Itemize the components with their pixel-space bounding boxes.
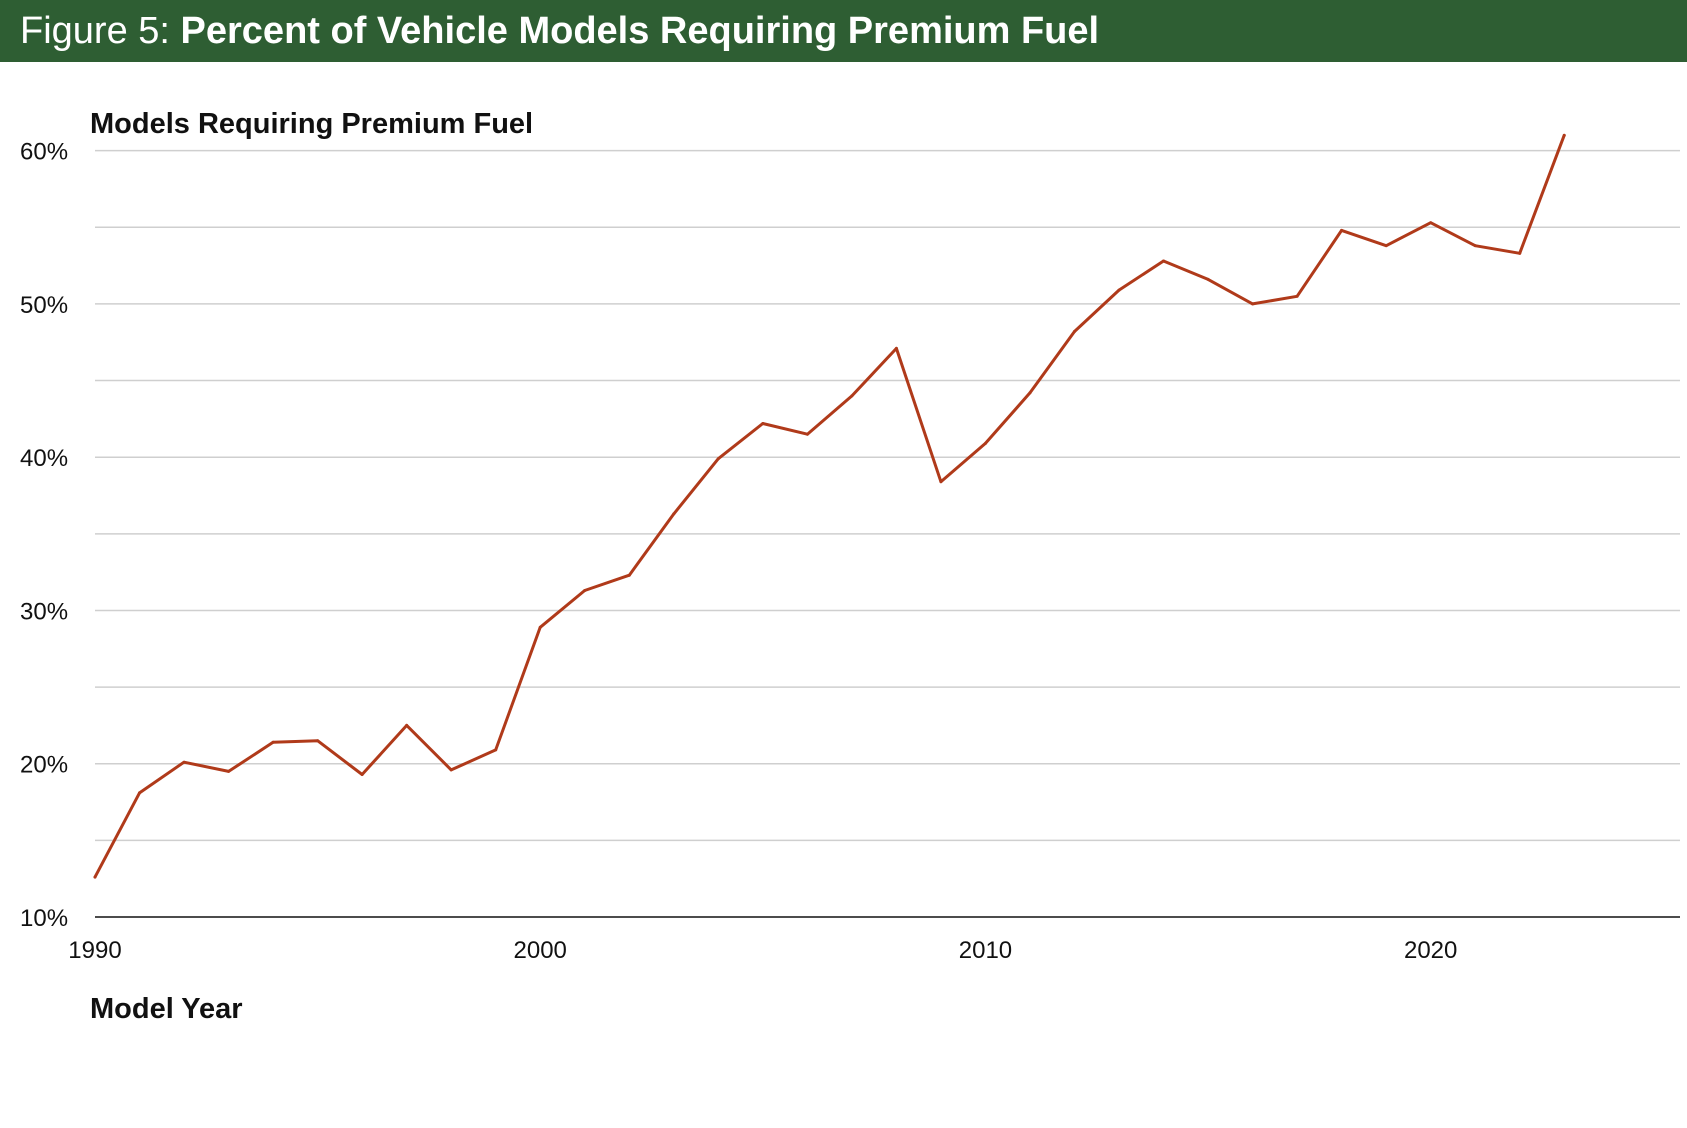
data-point <box>93 875 97 879</box>
data-point <box>939 480 943 484</box>
data-point <box>672 512 676 516</box>
data-point <box>405 723 409 727</box>
data-point <box>805 432 809 436</box>
data-point <box>1117 288 1121 292</box>
data-point <box>227 769 231 773</box>
data-point <box>538 625 542 629</box>
x-tick-label: 1990 <box>68 937 121 964</box>
y-tick-label: 10% <box>20 905 68 932</box>
data-point <box>1072 330 1076 334</box>
data-point <box>716 457 720 461</box>
data-point <box>1562 133 1566 137</box>
figure-heading: Figure 5: Percent of Vehicle Models Requ… <box>0 10 1099 53</box>
x-tick-label: 2020 <box>1404 937 1457 964</box>
figure-number: Figure 5: <box>20 9 181 52</box>
data-point <box>1028 391 1032 395</box>
y-tick-label: 20% <box>20 752 68 779</box>
x-tick-labels: 1990 2000 2010 2020 <box>68 937 1457 964</box>
data-point <box>761 421 765 425</box>
data-point <box>627 573 631 577</box>
gridlines <box>95 149 1680 842</box>
data-point <box>850 394 854 398</box>
data-point <box>1429 221 1433 225</box>
figure-title: Percent of Vehicle Models Requiring Prem… <box>180 9 1100 52</box>
data-point <box>1295 294 1299 298</box>
data-point <box>1251 302 1255 306</box>
y-tick-labels: 10% 20% 30% 40% 50% 60% <box>20 139 68 932</box>
data-point <box>894 346 898 350</box>
data-point <box>983 441 987 445</box>
x-tick-label: 2000 <box>514 937 567 964</box>
y-axis-title: Models Requiring Premium Fuel <box>90 108 534 140</box>
data-point <box>271 740 275 744</box>
data-point <box>1162 259 1166 263</box>
y-tick-label: 50% <box>20 292 68 319</box>
data-point <box>1206 277 1210 281</box>
data-point <box>583 589 587 593</box>
y-tick-label: 60% <box>20 139 68 166</box>
y-tick-label: 40% <box>20 445 68 472</box>
x-axis-title: Model Year <box>90 993 243 1025</box>
data-point <box>138 791 142 795</box>
data-point <box>1473 244 1477 248</box>
data-point <box>1518 251 1522 255</box>
series-line <box>93 133 1566 879</box>
data-point <box>360 772 364 776</box>
series-layer <box>93 133 1566 879</box>
x-tick-label: 2010 <box>959 937 1012 964</box>
y-tick-label: 30% <box>20 598 68 625</box>
data-point <box>1384 244 1388 248</box>
figure-banner: Figure 5: Percent of Vehicle Models Requ… <box>0 0 1687 62</box>
data-point <box>1340 228 1344 232</box>
data-point <box>449 768 453 772</box>
data-point <box>494 748 498 752</box>
data-point <box>316 739 320 743</box>
data-point <box>182 760 186 764</box>
